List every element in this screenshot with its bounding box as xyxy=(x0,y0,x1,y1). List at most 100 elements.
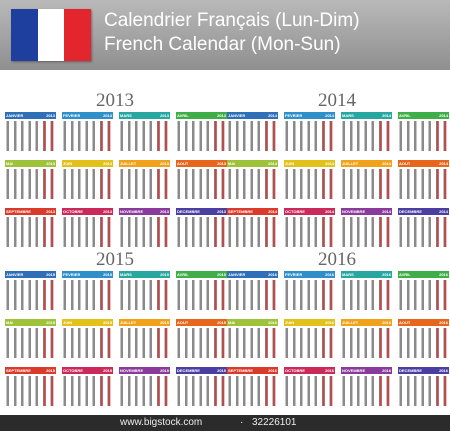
month-header: JUIN 2014 xyxy=(284,160,335,167)
month-calendar: NOVEMBRE 2014 xyxy=(341,208,392,248)
month-year: 2014 xyxy=(382,113,391,118)
month-year: 2013 xyxy=(103,161,112,166)
month-header: DECEMBRE 2016 xyxy=(398,367,449,374)
day-grid xyxy=(341,121,392,151)
month-year: 2016 xyxy=(268,320,277,325)
month-header: MAI 2016 xyxy=(227,319,278,326)
month-year: 2013 xyxy=(160,209,169,214)
month-name: MAI xyxy=(228,320,236,325)
month-calendar: NOVEMBRE 2016 xyxy=(341,367,392,407)
month-year: 2013 xyxy=(46,209,55,214)
month-grid: JANVIER 2014 FEVRIER 2014 MARS 2014 AVRIL 2014 M… xyxy=(227,112,449,248)
day-grid xyxy=(284,376,335,406)
day-grid xyxy=(176,280,227,310)
day-grid xyxy=(5,376,56,406)
month-year: 2015 xyxy=(46,368,55,373)
month-calendar: AOUT 2014 xyxy=(398,160,449,200)
month-year: 2015 xyxy=(103,320,112,325)
day-grid xyxy=(227,169,278,199)
month-year: 2015 xyxy=(217,368,226,373)
day-grid xyxy=(62,328,113,358)
month-name: NOVEMBRE xyxy=(120,209,144,214)
month-header: FEVRIER 2015 xyxy=(62,271,113,278)
month-year: 2013 xyxy=(46,161,55,166)
year-block-2014: 2014 JANVIER 2014 FEVRIER 2014 MARS 2014 AVRIL… xyxy=(227,90,449,250)
month-year: 2015 xyxy=(103,272,112,277)
month-header: JUIN 2016 xyxy=(284,319,335,326)
month-name: OCTOBRE xyxy=(285,368,305,373)
year-block-2016: 2016 JANVIER 2016 FEVRIER 2016 MARS 2016 AVRIL… xyxy=(227,249,449,409)
header-banner: Calendrier Français (Lun-Dim) French Cal… xyxy=(0,0,450,70)
month-calendar: FEVRIER 2015 xyxy=(62,271,113,311)
day-grid xyxy=(176,169,227,199)
month-year: 2015 xyxy=(46,272,55,277)
month-name: SEPTEMBRE xyxy=(228,368,253,373)
year-label: 2016 xyxy=(318,249,356,270)
month-year: 2015 xyxy=(46,320,55,325)
footer-image-id: 32226101 xyxy=(252,417,297,428)
month-year: 2014 xyxy=(325,113,334,118)
month-year: 2016 xyxy=(325,320,334,325)
month-header: DECEMBRE 2014 xyxy=(398,208,449,215)
month-name: JANVIER xyxy=(6,113,24,118)
month-name: DECEMBRE xyxy=(399,209,422,214)
month-calendar: JUILLET 2014 xyxy=(341,160,392,200)
month-grid: JANVIER 2016 FEVRIER 2016 MARS 2016 AVRIL 2016 M… xyxy=(227,271,449,407)
month-calendar: OCTOBRE 2015 xyxy=(62,367,113,407)
month-header: JUILLET 2015 xyxy=(119,319,170,326)
month-calendar: JANVIER 2016 xyxy=(227,271,278,311)
month-name: OCTOBRE xyxy=(63,209,83,214)
month-calendar: AOUT 2016 xyxy=(398,319,449,359)
month-name: JUILLET xyxy=(342,320,359,325)
month-name: MAI xyxy=(6,320,14,325)
month-calendar: JUILLET 2015 xyxy=(119,319,170,359)
day-grid xyxy=(227,376,278,406)
month-name: AVRIL xyxy=(177,113,189,118)
month-name: SEPTEMBRE xyxy=(6,209,31,214)
month-year: 2015 xyxy=(160,368,169,373)
month-year: 2016 xyxy=(382,320,391,325)
month-header: FEVRIER 2016 xyxy=(284,271,335,278)
month-year: 2015 xyxy=(160,320,169,325)
month-name: AVRIL xyxy=(399,113,411,118)
month-name: FEVRIER xyxy=(285,272,303,277)
month-header: DECEMBRE 2013 xyxy=(176,208,227,215)
month-calendar: MAI 2013 xyxy=(5,160,56,200)
month-header: MARS 2016 xyxy=(341,271,392,278)
day-grid xyxy=(119,169,170,199)
month-name: JUIN xyxy=(63,320,73,325)
month-year: 2016 xyxy=(268,368,277,373)
month-calendar: JUIN 2014 xyxy=(284,160,335,200)
month-header: MARS 2013 xyxy=(119,112,170,119)
month-year: 2014 xyxy=(439,161,448,166)
month-name: DECEMBRE xyxy=(399,368,422,373)
day-grid xyxy=(62,376,113,406)
month-name: MAI xyxy=(6,161,14,166)
month-calendar: SEPTEMBRE 2014 xyxy=(227,208,278,248)
month-name: DECEMBRE xyxy=(177,368,200,373)
month-header: AVRIL 2016 xyxy=(398,271,449,278)
footer-url: www.bigstock.com xyxy=(120,417,203,428)
month-header: NOVEMBRE 2014 xyxy=(341,208,392,215)
month-header: FEVRIER 2014 xyxy=(284,112,335,119)
month-header: OCTOBRE 2014 xyxy=(284,208,335,215)
flag-red-stripe xyxy=(64,9,92,61)
month-calendar: JUILLET 2016 xyxy=(341,319,392,359)
month-calendar: OCTOBRE 2016 xyxy=(284,367,335,407)
day-grid xyxy=(119,217,170,247)
month-name: AOUT xyxy=(399,320,411,325)
month-grid: JANVIER 2013 FEVRIER 2013 MARS 2013 AVRIL 2013 M… xyxy=(5,112,227,248)
month-calendar: AOUT 2015 xyxy=(176,319,227,359)
day-grid xyxy=(341,217,392,247)
day-grid xyxy=(62,280,113,310)
day-grid xyxy=(176,121,227,151)
month-year: 2013 xyxy=(217,113,226,118)
month-header: OCTOBRE 2015 xyxy=(62,367,113,374)
footer-bar: www.bigstock.com · 32226101 xyxy=(0,415,450,431)
month-calendar: FEVRIER 2013 xyxy=(62,112,113,152)
month-header: SEPTEMBRE 2015 xyxy=(5,367,56,374)
month-calendar: SEPTEMBRE 2016 xyxy=(227,367,278,407)
month-header: SEPTEMBRE 2014 xyxy=(227,208,278,215)
day-grid xyxy=(119,280,170,310)
month-name: NOVEMBRE xyxy=(120,368,144,373)
